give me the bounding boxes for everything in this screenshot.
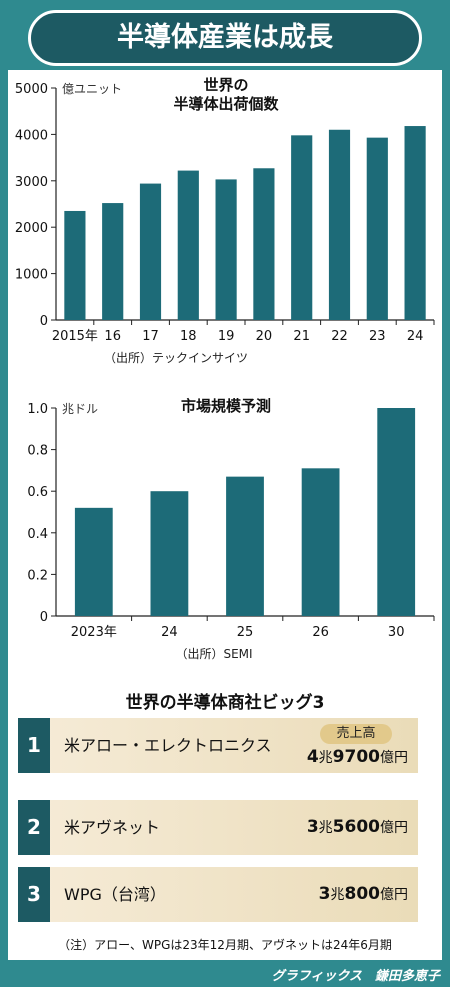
sales-value: 4兆9700億円 (306, 747, 408, 767)
chart-title: 市場規模予測 (181, 397, 271, 415)
y-tick-label: 0.2 (27, 568, 48, 583)
bar (150, 491, 189, 616)
x-tick-label: 20 (256, 329, 273, 344)
y-axis-unit-label: 億ユニット (62, 82, 122, 96)
bar (64, 210, 86, 320)
bar (215, 179, 237, 320)
content-panel: 0 1000 2000 3000 4000 5000 億ユニット 世界の 半導体出荷個数 2015… (8, 70, 442, 960)
market-size-chart: 0 0.2 0.4 0.6 0.8 1.0 兆ドル 市場規模予測 2023年 24 25 26 30 （出… (27, 397, 435, 661)
big3-title: 世界の半導体商社ビッグ3 (125, 693, 325, 713)
source-label: （出所）SEMI (175, 647, 252, 661)
x-tick-label: 24 (161, 625, 178, 640)
x-tick-label: 24 (407, 329, 424, 344)
y-tick-label: 0.4 (27, 527, 48, 542)
sales-value: 3兆5600億円 (306, 817, 408, 837)
bar (366, 137, 388, 320)
x-tick-label: 23 (369, 329, 386, 344)
rank-badge: 2 (18, 800, 50, 855)
footnote: （注）アロー、WPGは23年12月期、アヴネットは24年6月期 (58, 938, 392, 952)
x-tick-label: 2015年 (52, 329, 98, 344)
bar (74, 507, 113, 616)
bar (301, 468, 340, 616)
x-tick-label: 18 (180, 329, 197, 344)
y-tick-label: 1.0 (27, 402, 48, 417)
y-tick-label: 2000 (15, 221, 48, 236)
x-tick-label: 19 (218, 329, 235, 344)
credit: グラフィックス 鎌田多恵子 (271, 969, 440, 984)
sales-label-badge: 売上高 (320, 724, 392, 744)
bar (102, 203, 124, 320)
x-tick-label: 21 (293, 329, 310, 344)
company-name: WPG（台湾） (64, 885, 166, 904)
bar (404, 126, 426, 320)
bar (291, 135, 313, 320)
company-name: 米アロー・エレクトロニクス (64, 736, 272, 755)
bar (377, 408, 416, 616)
company-row-2: 2 米アヴネット 3兆5600億円 (18, 800, 418, 855)
company-row-3: 3 WPG（台湾） 3兆800億円 (18, 867, 418, 922)
y-tick-label: 0 (40, 314, 48, 329)
x-tick-label: 17 (142, 329, 159, 344)
y-tick-label: 5000 (15, 82, 48, 97)
x-tick-label: 25 (237, 625, 254, 640)
bar (177, 170, 199, 320)
bar (328, 129, 351, 320)
chart-title: 半導体出荷個数 (173, 95, 279, 113)
company-row-1: 1 米アロー・エレクトロニクス 売上高 4兆9700億円 (18, 718, 418, 773)
sales-value: 3兆800億円 (318, 884, 408, 904)
y-axis-unit-label: 兆ドル (62, 402, 98, 416)
x-tick-label: 26 (312, 625, 329, 640)
y-tick-label: 0 (40, 610, 48, 625)
bar (139, 183, 162, 320)
y-tick-label: 1000 (15, 268, 48, 283)
x-tick-label: 2023年 (71, 625, 117, 640)
y-tick-label: 0.6 (27, 485, 48, 500)
y-tick-label: 3000 (15, 175, 48, 190)
company-name: 米アヴネット (64, 818, 161, 837)
rank-badge: 3 (18, 867, 50, 922)
x-tick-label: 30 (388, 625, 405, 640)
page-title: 半導体産業は成長 (28, 10, 422, 66)
rank-badge: 1 (18, 718, 50, 773)
chart-title: 世界の (203, 76, 248, 94)
bar (226, 476, 264, 616)
x-tick-label: 16 (104, 329, 121, 344)
source-label: （出所）テックインサイツ (104, 351, 248, 365)
y-tick-label: 4000 (15, 128, 48, 143)
y-tick-label: 0.8 (27, 444, 48, 459)
bar (253, 168, 275, 320)
x-tick-label: 22 (331, 329, 348, 344)
